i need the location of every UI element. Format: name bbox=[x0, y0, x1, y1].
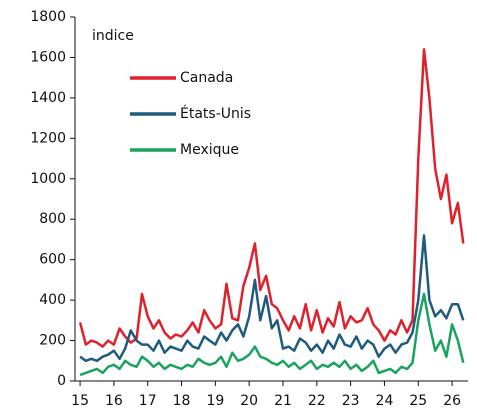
y-tick-label: 1200 bbox=[30, 130, 66, 146]
y-tick-label: 200 bbox=[39, 333, 66, 349]
x-tick-label: 15 bbox=[71, 393, 89, 409]
y-axis-label: indice bbox=[92, 28, 134, 44]
x-tick-label: 21 bbox=[274, 393, 292, 409]
x-tick-label: 16 bbox=[105, 393, 123, 409]
x-tick-label: 24 bbox=[376, 393, 394, 409]
x-tick-label: 18 bbox=[173, 393, 191, 409]
y-tick-label: 1400 bbox=[30, 90, 66, 106]
y-tick-label: 1600 bbox=[30, 49, 66, 65]
x-tick-label: 23 bbox=[342, 393, 360, 409]
x-tick-label: 19 bbox=[206, 393, 224, 409]
legend-label: États-Unis bbox=[180, 105, 251, 122]
x-tick-label: 20 bbox=[240, 393, 258, 409]
legend-label: Mexique bbox=[180, 142, 239, 158]
y-tick-label: 0 bbox=[57, 373, 66, 389]
y-tick-label: 1000 bbox=[30, 171, 66, 187]
y-tick-label: 600 bbox=[39, 252, 66, 268]
legend-label: Canada bbox=[180, 70, 233, 86]
x-tick-label: 17 bbox=[139, 393, 157, 409]
y-tick-label: 400 bbox=[39, 292, 66, 308]
x-tick-label: 26 bbox=[443, 393, 461, 409]
x-tick-label: 22 bbox=[308, 393, 326, 409]
y-tick-label: 800 bbox=[39, 211, 66, 227]
x-tick-label: 25 bbox=[409, 393, 427, 409]
line-series bbox=[78, 48, 465, 348]
y-tick-label: 1800 bbox=[30, 9, 66, 25]
line-series bbox=[79, 234, 465, 363]
line-series bbox=[79, 292, 465, 377]
